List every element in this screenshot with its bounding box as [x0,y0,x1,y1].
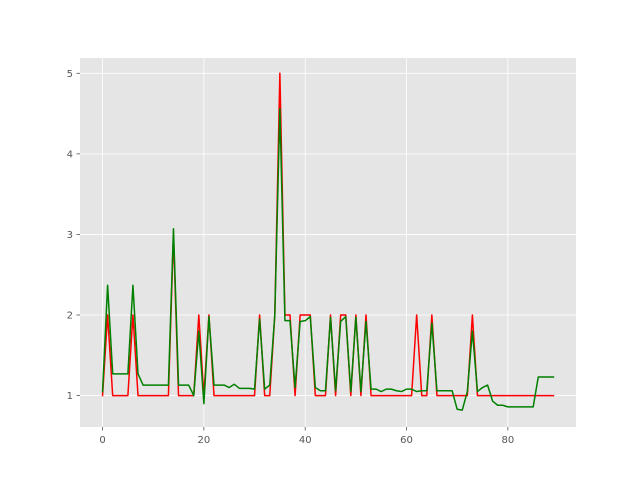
x-tick-label: 60 [400,435,413,446]
x-tick-label: 0 [99,435,105,446]
x-tick-label: 20 [198,435,211,446]
y-axis: 1 2 3 4 5 [67,69,80,402]
y-tick-label: 4 [67,149,73,160]
y-tick-label: 3 [67,230,73,241]
x-tick-label: 80 [501,435,514,446]
y-tick-label: 1 [67,391,73,402]
grid-lines [80,58,576,427]
series-lines [101,72,555,411]
y-tick-label: 5 [67,69,73,80]
y-tick-label: 2 [67,311,73,322]
x-tick-label: 40 [299,435,312,446]
series-line-2 [101,108,555,411]
x-axis: 0 20 40 60 80 [99,427,514,446]
plot-area [80,58,576,427]
